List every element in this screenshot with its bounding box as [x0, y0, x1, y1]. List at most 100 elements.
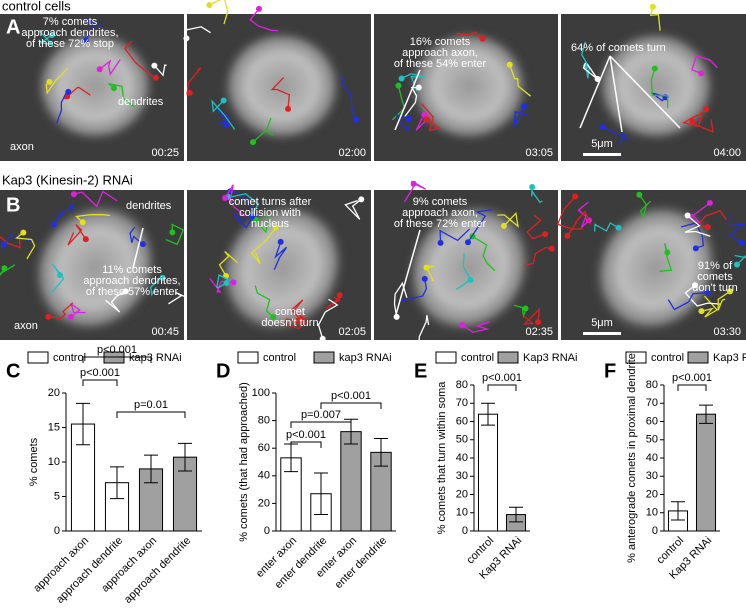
scale-label: 5μm	[591, 317, 613, 329]
y-tick-label: 0	[652, 525, 658, 537]
comet	[437, 239, 444, 246]
error-bar	[144, 454, 158, 484]
comet	[636, 191, 643, 198]
comet-track	[254, 285, 274, 318]
comet-track	[317, 298, 339, 340]
scale-bar	[583, 153, 621, 156]
arrow	[394, 229, 421, 319]
comet-track	[531, 186, 543, 204]
comet-track	[99, 59, 121, 76]
legend-label: Kap3 RNAi	[713, 352, 746, 364]
legend-swatch	[313, 351, 335, 364]
comet	[45, 313, 52, 320]
y-tick-label: 20	[456, 488, 468, 500]
comet-track	[75, 213, 111, 223]
panel-letter: B	[6, 194, 20, 216]
annotation: comets	[697, 271, 733, 283]
arrow	[132, 227, 144, 269]
bar	[477, 413, 499, 532]
comet	[159, 274, 166, 281]
annotation: 16% comets	[410, 36, 471, 48]
comet	[698, 70, 705, 77]
annotation: approach axon,	[402, 47, 478, 59]
y-tick-label: 10	[48, 456, 60, 468]
y-tick-label: 60	[258, 442, 270, 454]
comet	[48, 31, 55, 38]
comet-track	[638, 194, 652, 220]
significance-bracket	[487, 384, 517, 391]
comet	[230, 279, 237, 286]
comet-track	[250, 227, 277, 265]
comet	[572, 193, 579, 200]
comet-track	[218, 251, 239, 277]
comet	[727, 288, 734, 295]
comet	[706, 200, 713, 207]
p-value: p<0.001	[331, 390, 371, 402]
comet-track	[124, 40, 157, 79]
legend-swatch	[27, 351, 49, 364]
p-value: p<0.001	[286, 429, 326, 441]
legend-swatch	[435, 351, 457, 364]
comet-track	[522, 307, 541, 325]
comet	[692, 282, 699, 289]
timestamp: 00:45	[151, 326, 179, 338]
comet	[336, 292, 343, 299]
y-tick-label: 0	[54, 525, 60, 537]
y-tick-label: 40	[456, 452, 468, 464]
y-tick-label: 80	[456, 379, 468, 391]
y-tick-label: 80	[258, 415, 270, 427]
comet-track	[85, 18, 102, 41]
error-bar	[509, 506, 523, 523]
comet-track	[513, 304, 528, 319]
comet	[649, 3, 656, 10]
comet	[79, 219, 86, 226]
comet-track	[497, 211, 519, 228]
error-bar	[178, 442, 192, 472]
comet	[253, 216, 260, 223]
comet	[294, 318, 301, 325]
comet	[465, 239, 472, 246]
p-value: p<0.001	[80, 367, 120, 379]
legend-label: control	[461, 352, 494, 364]
significance-bracket	[82, 356, 152, 363]
comet	[703, 106, 710, 113]
y-tick-label: 70	[456, 397, 468, 409]
comet	[0, 242, 7, 249]
comet	[183, 35, 190, 42]
comet-track	[0, 233, 21, 249]
comet-track	[270, 77, 290, 109]
annotation: comet turns after	[229, 196, 312, 208]
cell-body	[407, 28, 531, 144]
y-tick-label: 40	[646, 452, 658, 464]
comet	[704, 224, 711, 231]
y-tick-label: 60	[646, 415, 658, 427]
legend-swatch	[687, 351, 709, 364]
comet-track	[467, 209, 493, 243]
error-bar	[481, 402, 495, 426]
legend-label: control	[53, 352, 86, 364]
comet	[223, 121, 230, 128]
micrograph: 64% of comets turn 04:00 5μm	[561, 3, 746, 161]
significance-bracket	[82, 379, 118, 386]
comet-track	[216, 274, 231, 289]
p-value: p=0.01	[134, 399, 168, 411]
panel-letter: F	[604, 360, 616, 382]
comet	[50, 221, 57, 228]
comet-track	[556, 195, 583, 230]
annotation: of these 54% enter	[394, 58, 487, 70]
comet-track	[421, 103, 441, 132]
comet	[692, 245, 699, 252]
comet	[152, 74, 159, 81]
comet-track	[273, 241, 288, 270]
annotation: 91% of	[698, 260, 733, 272]
comet	[206, 2, 213, 9]
comet-track	[577, 201, 590, 228]
comet-track	[602, 126, 630, 145]
comet	[535, 319, 542, 326]
legend-label: kap3 RNAi	[129, 352, 182, 364]
comet-track	[659, 242, 673, 272]
significance-bracket	[290, 421, 352, 428]
y-axis-label: % comets that turn within soma	[436, 381, 448, 535]
cell-body	[404, 200, 534, 336]
